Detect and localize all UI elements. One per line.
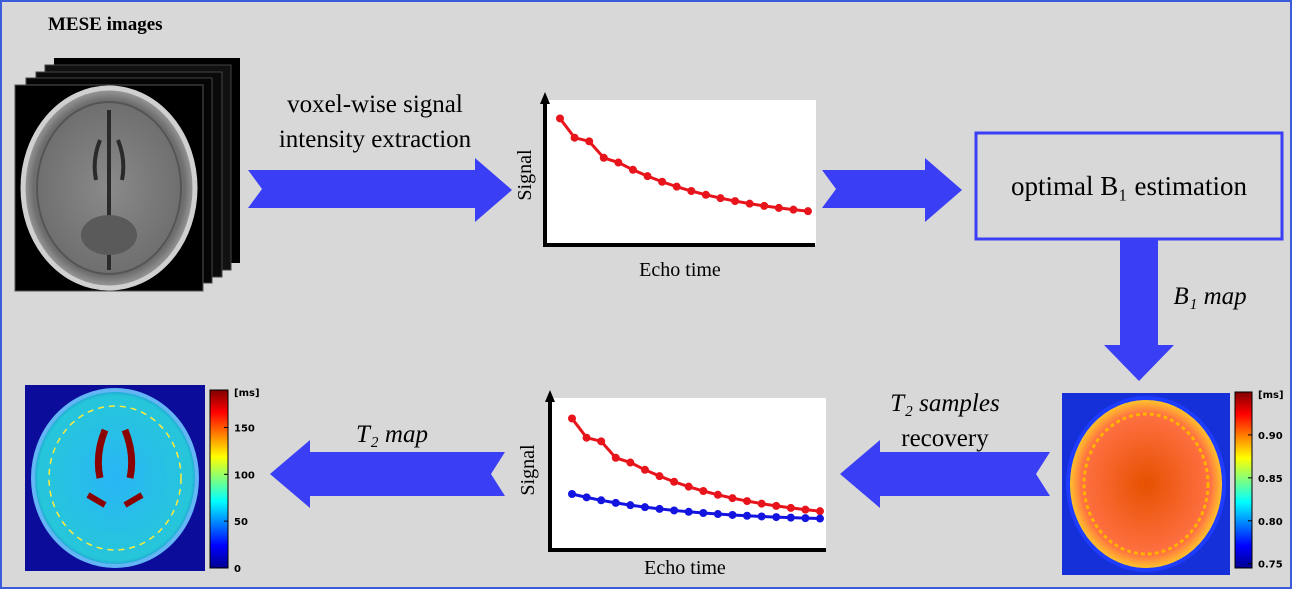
recovery-label: T₂ samples	[890, 390, 999, 417]
y-axis-label: Signal	[517, 444, 539, 496]
colorbar-tick-label: 0.75	[1258, 560, 1283, 571]
b1-map-label: B₁ map	[1173, 283, 1246, 310]
curve-point	[612, 499, 620, 507]
curve-point	[658, 178, 666, 186]
curve-point	[758, 500, 766, 508]
colorbar-unit: [ms]	[234, 388, 260, 399]
curve-point	[801, 506, 809, 514]
extraction-label: intensity extraction	[279, 126, 472, 153]
curve-point	[816, 507, 824, 515]
curve-point	[597, 437, 605, 445]
curve-point	[804, 207, 812, 215]
curve-point	[612, 454, 620, 462]
curve-point	[760, 202, 768, 210]
curve-point	[746, 200, 754, 208]
curve-point	[687, 187, 695, 195]
extraction-label: voxel-wise signal	[287, 91, 463, 118]
colorbar	[210, 390, 228, 568]
curve-point	[626, 459, 634, 467]
colorbar-tick-label: 0.80	[1258, 517, 1283, 528]
curve-point	[585, 137, 593, 145]
curve-point	[583, 493, 591, 501]
curve-point	[685, 508, 693, 516]
b1-map-image	[1062, 393, 1230, 575]
curve-point	[670, 506, 678, 514]
t2-map-label: T₂ map	[356, 421, 428, 448]
t2-map-image	[25, 385, 205, 571]
curve-point	[556, 114, 564, 122]
curve-point	[670, 478, 678, 486]
curve-point	[787, 504, 795, 512]
colorbar	[1235, 392, 1252, 568]
curve-point	[641, 466, 649, 474]
curve-point	[772, 502, 780, 510]
curve-point	[597, 496, 605, 504]
curve-point	[716, 194, 724, 202]
curve-point	[656, 505, 664, 513]
colorbar-tick-label: 0.90	[1258, 431, 1283, 442]
curve-point	[641, 503, 649, 511]
x-axis-label: Echo time	[644, 557, 726, 579]
curve-point	[714, 510, 722, 518]
colorbar-tick-label: 0	[234, 564, 241, 575]
curve-point	[629, 166, 637, 174]
diagram: MESE images voxel-wise signal intensity …	[0, 0, 1292, 589]
mese-label: MESE images	[48, 14, 163, 35]
curve-point	[568, 490, 576, 498]
colorbar-tick-label: 100	[234, 470, 255, 481]
colorbar-tick-label: 50	[234, 517, 248, 528]
curve-point	[626, 501, 634, 509]
curve-point	[728, 494, 736, 502]
curve-point	[685, 483, 693, 491]
curve-point	[728, 511, 736, 519]
b1-estimation-label: optimal B₁ estimation	[1011, 171, 1247, 201]
curve-point	[787, 514, 795, 522]
y-axis-label: Signal	[514, 149, 536, 201]
curve-point	[789, 206, 797, 214]
curve-point	[714, 491, 722, 499]
recovery-label: recovery	[901, 425, 989, 452]
curve-point	[673, 183, 681, 191]
curve-point	[600, 154, 608, 162]
plot-panel	[543, 100, 816, 245]
curve-point	[743, 497, 751, 505]
curve-point	[801, 514, 809, 522]
curve-point	[758, 512, 766, 520]
curve-point	[816, 515, 824, 523]
curve-point	[583, 434, 591, 442]
curve-point	[644, 172, 652, 180]
colorbar-tick-label: 150	[234, 423, 255, 434]
curve-point	[772, 513, 780, 521]
curve-point	[656, 472, 664, 480]
x-axis-label: Echo time	[639, 259, 721, 281]
curve-point	[568, 414, 576, 422]
curve-point	[702, 191, 710, 199]
curve-point	[571, 134, 579, 142]
mese-stack	[15, 58, 240, 291]
plot-panel	[548, 398, 826, 550]
curve-point	[699, 487, 707, 495]
curve-point	[775, 204, 783, 212]
curve-point	[731, 197, 739, 205]
curve-point	[699, 509, 707, 517]
curve-point	[743, 512, 751, 520]
colorbar-unit: [ms]	[1258, 390, 1284, 401]
colorbar-tick-label: 0.85	[1258, 474, 1283, 485]
curve-point	[614, 159, 622, 167]
